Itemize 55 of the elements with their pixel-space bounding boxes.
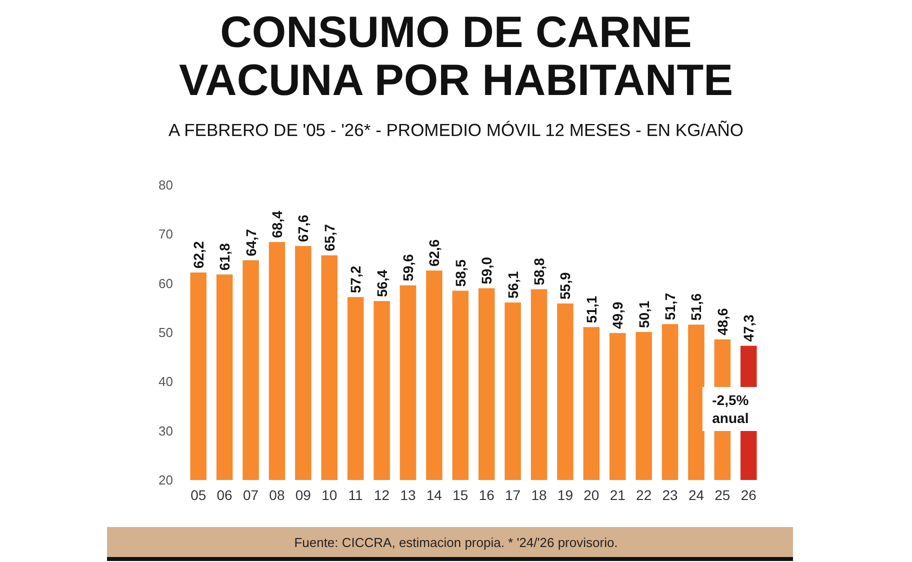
x-tick-label: 12 <box>374 487 390 503</box>
x-tick-label: 06 <box>216 487 233 503</box>
data-label: 48,6 <box>714 308 730 336</box>
annotation: -2,5% anual <box>712 392 750 426</box>
x-tick-label: 16 <box>478 487 495 503</box>
y-tick-label: 50 <box>158 325 173 340</box>
x-tick-label: 21 <box>610 487 626 503</box>
x-tick-label: 08 <box>269 487 285 503</box>
data-label: 51,7 <box>662 292 678 320</box>
x-tick-label: 09 <box>295 487 312 503</box>
x-tick-label: 11 <box>348 487 364 503</box>
chart-title: CONSUMO DE CARNE VACUNA POR HABITANTE <box>178 8 734 105</box>
x-tick-label: 17 <box>505 487 521 503</box>
x-tick-label: 26 <box>740 487 757 503</box>
x-tick-label: 13 <box>400 487 416 503</box>
data-label: 59,0 <box>478 256 495 284</box>
data-label: 50,1 <box>636 300 652 328</box>
y-tick-label: 20 <box>158 472 173 488</box>
data-label: 68,4 <box>268 210 285 238</box>
x-tick-label: 23 <box>662 487 678 503</box>
data-label: 65,7 <box>321 224 338 252</box>
data-label: 64,7 <box>242 228 259 256</box>
x-tick-label: 25 <box>714 487 730 503</box>
y-tick-label: 60 <box>158 276 173 291</box>
data-label: 67,6 <box>295 214 312 242</box>
data-label: 49,9 <box>610 302 626 329</box>
x-tick-label: 24 <box>688 487 704 503</box>
x-tick-label: 07 <box>242 487 259 503</box>
data-label: 58,5 <box>452 259 468 287</box>
x-tick-label: 05 <box>190 487 206 503</box>
x-tick-label: 15 <box>452 487 468 503</box>
data-label: 55,9 <box>557 272 574 300</box>
data-label: 51,1 <box>583 296 600 324</box>
data-label: 59,6 <box>400 254 416 282</box>
data-label: 62,6 <box>426 239 442 267</box>
data-label: 61,8 <box>216 243 233 270</box>
data-label: 62,2 <box>190 241 206 269</box>
x-tick-label: 14 <box>426 487 442 503</box>
x-tick-label: 10 <box>322 487 338 503</box>
source-note: Fuente: CICCRA, estimacion propia. * '24/'26 provisorio. <box>294 535 618 550</box>
data-label: 51,6 <box>688 293 704 321</box>
y-tick-label: 70 <box>158 226 173 242</box>
data-label: 58,8 <box>531 258 548 286</box>
data-label: 56,4 <box>374 270 390 298</box>
x-tick-label: 20 <box>584 487 600 503</box>
y-tick-label: 80 <box>158 178 173 193</box>
chart-subtitle: A FEBRERO DE '05 - '26* - PROMEDIO MÓVIL 12 MESES - EN KG/AÑO <box>168 120 744 140</box>
x-tick-label: 22 <box>636 487 652 503</box>
data-label: 56,1 <box>504 271 521 299</box>
data-label: 47,3 <box>740 314 757 342</box>
x-tick-label: 18 <box>531 487 548 503</box>
x-tick-label: 19 <box>557 487 574 503</box>
y-tick-label: 30 <box>158 423 173 438</box>
y-tick-label: 40 <box>158 374 173 390</box>
data-label: 57,2 <box>348 266 364 294</box>
